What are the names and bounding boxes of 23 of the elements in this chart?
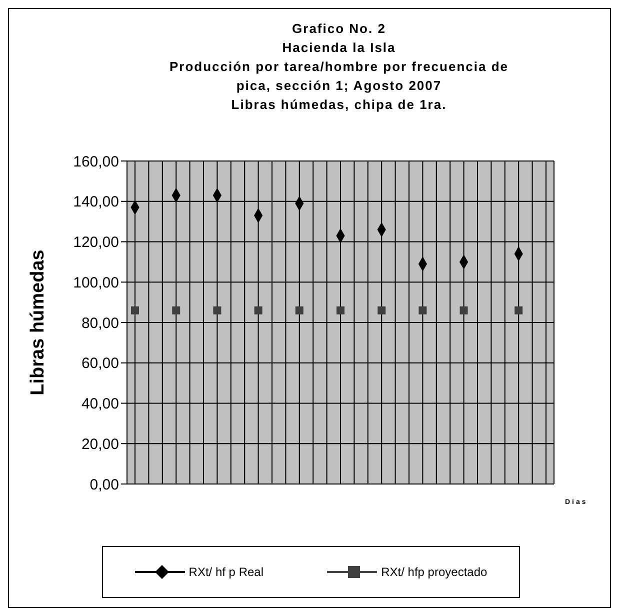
y-tick-label: 80,00: [81, 314, 119, 332]
point: [418, 306, 427, 314]
point: [295, 306, 304, 314]
y-axis-title: Libras húmedas: [28, 250, 49, 396]
point: [514, 306, 523, 314]
y-tick-label: 0,00: [90, 476, 119, 494]
point: [213, 306, 222, 314]
y-tick-label: 20,00: [81, 436, 119, 453]
legend-label: RXt/ hf p Real: [188, 564, 264, 579]
y-tick-label: 120,00: [73, 234, 119, 252]
y-tick-label: 160,00: [73, 153, 119, 170]
point: [460, 306, 468, 314]
chart-title: Grafico No. 2 Hacienda la Isla Producción por tarea/hombre por frecuencia de pica, sección 1; Agosto 2007 Libras húmedas, chipa de 1ra.: [168, 20, 510, 114]
y-tick-label: 60,00: [81, 355, 119, 372]
y-tick-label: 100,00: [73, 274, 119, 292]
legend-label: RXt/ hfp proyectado: [381, 564, 488, 579]
point: [378, 306, 386, 314]
point: [254, 306, 262, 314]
y-tick-label: 140,00: [73, 194, 119, 211]
y-tick-label: 40,00: [81, 396, 119, 413]
point: [172, 306, 180, 314]
point: [336, 306, 344, 314]
point: [131, 306, 139, 314]
